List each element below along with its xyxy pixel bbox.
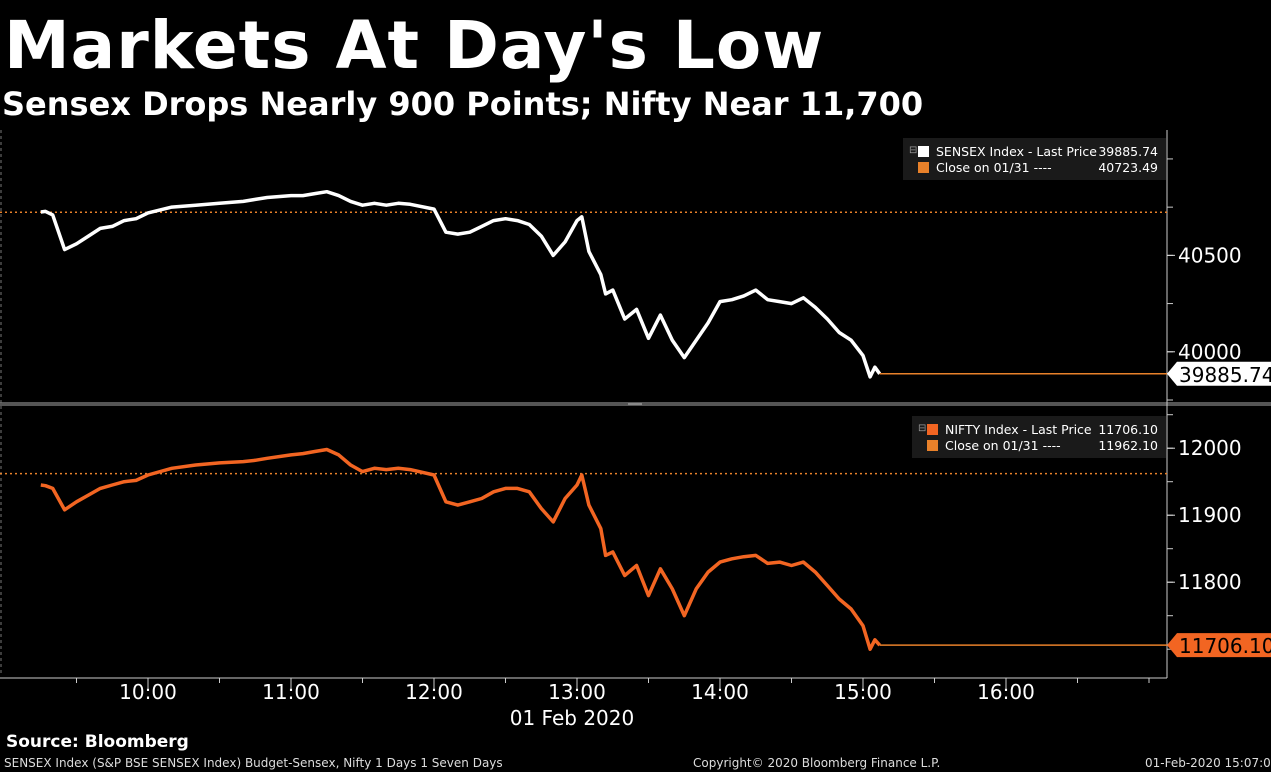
y-tick-label: 40500 [1178, 243, 1242, 267]
legend-value: 11706.10 [1098, 422, 1158, 437]
x-tick-label: 16:00 [977, 680, 1035, 704]
x-tick-label: 13:00 [548, 680, 606, 704]
y-tick-label: 12000 [1178, 436, 1242, 460]
legend-collapse-icon: ⊟ [918, 423, 926, 434]
chart-subtitle: Sensex Drops Nearly 900 Points; Nifty Ne… [2, 85, 924, 123]
chart-title: Markets At Day's Low [4, 7, 825, 84]
legend-swatch [927, 440, 938, 451]
x-tick-label: 14:00 [691, 680, 749, 704]
legend-value: 40723.49 [1098, 160, 1158, 175]
legend-label: SENSEX Index - Last Price [936, 144, 1097, 159]
footer-copyright: Copyright© 2020 Bloomberg Finance L.P. [693, 756, 941, 770]
source-label: Source: Bloomberg [6, 732, 189, 752]
y-tick-label: 40000 [1178, 340, 1242, 364]
legend-swatch [918, 162, 929, 173]
x-tick-label: 10:00 [119, 680, 177, 704]
x-tick-label: 15:00 [834, 680, 892, 704]
x-tick-label: 12:00 [405, 680, 463, 704]
last-price-tag: 39885.74 [1167, 361, 1271, 387]
legend-label: Close on 01/31 ---- [945, 438, 1061, 453]
series-line [40, 447, 882, 651]
x-tick-label: 11:00 [262, 680, 320, 704]
legend-collapse-icon: ⊟ [909, 145, 917, 156]
legend: SENSEX Index - Last Price 39885.74 Close o… [903, 138, 1166, 180]
last-price-tag-label: 11706.10 [1179, 634, 1271, 658]
footer-left: SENSEX Index (S&P BSE SENSEX Index) Budg… [4, 756, 503, 770]
legend-value: 11962.10 [1098, 438, 1158, 453]
footer-timestamp: 01-Feb-2020 15:07:08 [1145, 756, 1271, 770]
y-tick-label: 11900 [1178, 503, 1242, 527]
last-price-tag-bg [1167, 361, 1271, 386]
legend-swatch [927, 424, 938, 435]
x-date-label: 01 Feb 2020 [510, 706, 634, 730]
legend-bg [912, 416, 1166, 458]
last-price-tag-label: 39885.74 [1179, 363, 1271, 387]
series-line [40, 189, 882, 379]
last-price-tag-bg [1167, 633, 1271, 658]
legend: NIFTY Index - Last Price 11706.10 Close on… [912, 416, 1166, 458]
y-tick-label: 11800 [1178, 570, 1242, 594]
panel-resize-grip [628, 403, 642, 405]
legend-value: 39885.74 [1098, 144, 1158, 159]
last-price-tag: 11706.10 [1167, 633, 1271, 658]
legend-label: Close on 01/31 ---- [936, 160, 1052, 175]
legend-swatch [918, 146, 929, 157]
legend-label: NIFTY Index - Last Price [945, 422, 1092, 437]
legend-bg [903, 138, 1166, 180]
